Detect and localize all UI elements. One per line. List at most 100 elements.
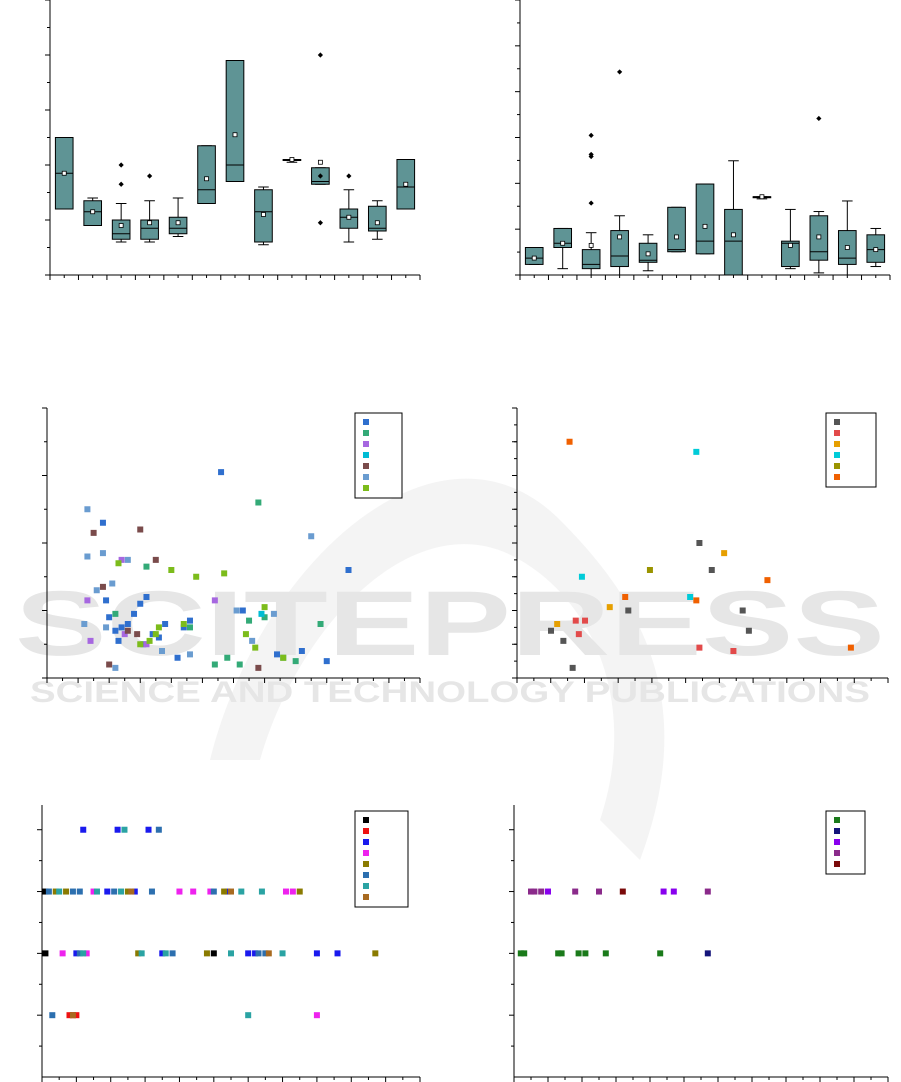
data-point xyxy=(224,888,231,895)
data-point xyxy=(134,631,141,638)
box-outlier xyxy=(317,52,323,58)
legend-marker xyxy=(363,817,369,823)
data-point xyxy=(528,888,534,895)
data-point xyxy=(190,888,197,895)
data-point xyxy=(261,614,268,621)
data-point xyxy=(203,950,210,957)
data-point xyxy=(538,888,545,895)
box-item xyxy=(866,227,886,268)
data-point xyxy=(63,888,70,895)
data-point xyxy=(696,644,703,651)
data-point xyxy=(696,540,703,546)
data-point xyxy=(103,624,110,631)
box-outlier xyxy=(118,162,124,168)
data-point xyxy=(704,950,711,957)
data-point xyxy=(228,950,234,957)
box-item xyxy=(168,197,188,237)
box-item xyxy=(638,234,658,272)
legend-marker xyxy=(363,463,369,469)
data-point xyxy=(103,597,110,604)
data-point xyxy=(660,888,667,895)
series-group xyxy=(84,556,218,648)
box-item xyxy=(781,208,800,270)
data-point xyxy=(169,950,176,957)
data-point xyxy=(221,570,228,577)
data-point xyxy=(693,597,700,604)
data-point xyxy=(176,888,183,895)
data-point xyxy=(148,888,155,895)
data-point xyxy=(137,600,144,607)
data-point xyxy=(76,950,83,957)
data-point xyxy=(112,627,119,634)
data-point xyxy=(99,519,106,526)
series-group xyxy=(548,540,752,671)
data-point xyxy=(99,550,106,557)
series-group xyxy=(42,888,217,957)
legend-marker xyxy=(363,828,369,834)
legend-marker xyxy=(363,839,369,845)
box-mean-marker xyxy=(617,234,623,240)
scatter-right xyxy=(512,407,889,683)
data-point xyxy=(622,594,629,600)
legend-marker xyxy=(834,441,840,447)
data-point xyxy=(109,580,116,587)
data-point xyxy=(693,448,700,455)
data-point xyxy=(625,607,632,614)
box-iqr xyxy=(111,219,131,240)
data-point xyxy=(265,950,272,957)
data-point xyxy=(155,826,162,833)
data-point xyxy=(84,553,91,560)
data-point xyxy=(210,888,217,895)
data-point xyxy=(99,583,106,590)
data-point xyxy=(345,567,352,573)
legend-marker xyxy=(363,861,369,867)
box-iqr xyxy=(781,240,800,268)
data-point xyxy=(180,624,187,631)
box-mean-marker xyxy=(175,220,181,226)
data-point xyxy=(115,637,122,644)
series-group xyxy=(619,888,626,895)
legend xyxy=(354,412,403,499)
series-group xyxy=(73,826,341,957)
legend-marker xyxy=(363,452,369,458)
data-point xyxy=(162,950,169,957)
box-outlier xyxy=(317,173,323,179)
data-point xyxy=(124,556,131,563)
data-point xyxy=(52,888,59,895)
data-point xyxy=(152,556,159,563)
box-iqr xyxy=(610,230,629,268)
legend-marker xyxy=(834,419,840,425)
data-point xyxy=(90,888,97,895)
legend-marker xyxy=(363,441,369,447)
box-mean-marker xyxy=(61,170,67,176)
data-point xyxy=(252,644,259,651)
box-item xyxy=(524,247,544,265)
legend-marker xyxy=(834,452,840,458)
data-point xyxy=(69,1012,76,1019)
series-group xyxy=(572,617,737,654)
series-group xyxy=(578,448,700,600)
legend-marker xyxy=(834,861,840,867)
box-mean-marker xyxy=(403,181,409,187)
data-point xyxy=(73,1012,80,1019)
data-point xyxy=(45,888,52,895)
data-point xyxy=(292,658,299,665)
data-point xyxy=(317,621,324,627)
legend-marker xyxy=(363,430,369,436)
box-mean-marker xyxy=(346,214,352,220)
data-point xyxy=(83,950,90,957)
data-point xyxy=(239,607,246,614)
data-point xyxy=(252,950,259,957)
data-point xyxy=(211,597,218,604)
data-point xyxy=(121,631,128,638)
legend-marker xyxy=(834,474,840,480)
data-point xyxy=(152,631,159,638)
legend-marker xyxy=(363,883,369,889)
box-iqr xyxy=(553,227,573,248)
box-iqr xyxy=(197,145,216,204)
box-mean-marker xyxy=(873,247,879,253)
data-point xyxy=(145,826,152,833)
legend-marker xyxy=(363,485,369,491)
box-outlier xyxy=(588,153,594,160)
